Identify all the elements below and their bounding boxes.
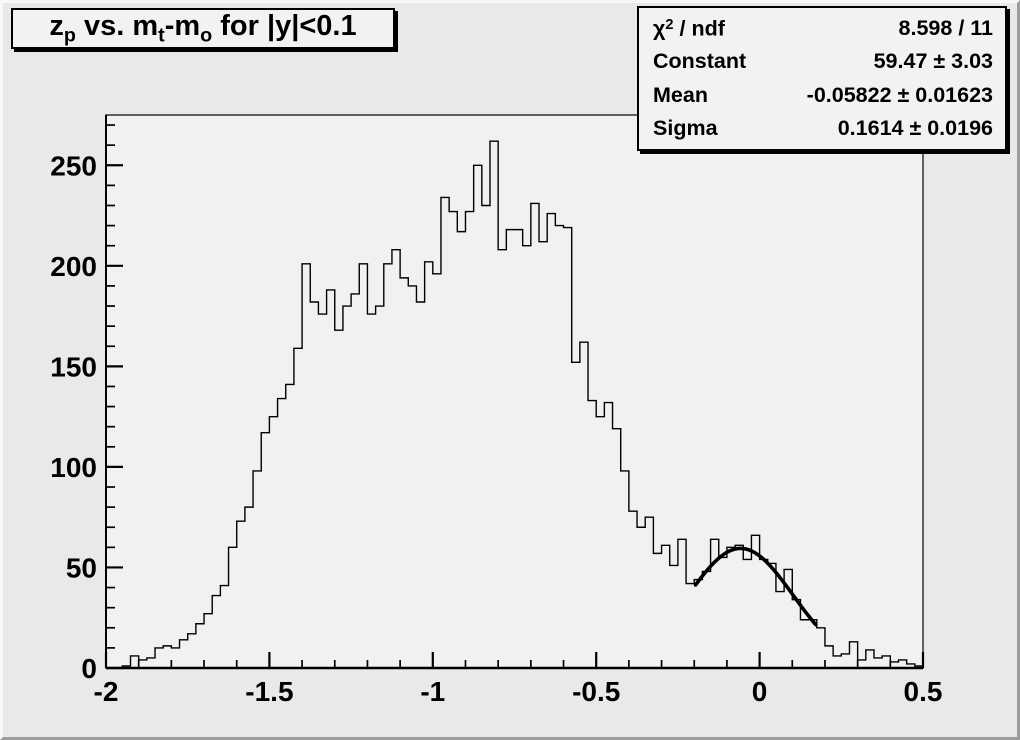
y-axis-tick-label: 150 xyxy=(50,351,97,382)
y-axis-tick-label: 250 xyxy=(50,150,97,181)
text-segment: Mean xyxy=(653,82,708,107)
y-axis-tick-label: 50 xyxy=(66,552,97,583)
text-segment: z xyxy=(49,9,64,42)
text-segment: t xyxy=(158,24,165,47)
y-axis-tick-label: 100 xyxy=(50,452,97,483)
text-segment: -m xyxy=(164,9,201,42)
plot-area: -2 -1.5 -1 -0.5 0 0.5 0 50 100 150 200 250 xyxy=(50,114,943,707)
stats-row: Sigma 0.1614 ± 0.0196 xyxy=(639,115,1005,140)
stats-value: -0.05822 ± 0.01623 xyxy=(806,82,993,107)
fit-stats-box: χ2 / ndf 8.598 / 11 Constant 59.47 ± 3.03 Me… xyxy=(637,6,1007,151)
stats-value: 8.598 / 11 xyxy=(898,16,993,41)
text-segment: p xyxy=(63,24,76,47)
x-axis-tick-label: -1 xyxy=(420,676,445,707)
stats-row: χ2 / ndf 8.598 / 11 xyxy=(639,16,1005,41)
text-segment: vs. m xyxy=(75,9,159,42)
histogram-series xyxy=(106,140,924,669)
stats-label: Sigma xyxy=(653,115,718,140)
plot-title: zp vs. mt-mo for |y|<0.1 xyxy=(49,10,356,47)
text-segment: / ndf xyxy=(673,16,725,41)
y-axis-tick-label: 0 xyxy=(81,653,97,684)
plot-frame xyxy=(105,114,924,669)
x-axis-tick-label: -2 xyxy=(94,676,119,707)
stats-label: Constant xyxy=(653,51,746,73)
y-axis-tick-label: 200 xyxy=(50,251,97,282)
x-axis-tick-label: -1.5 xyxy=(245,676,293,707)
text-segment: o xyxy=(200,24,213,47)
gaussian-fit-curve xyxy=(693,546,818,627)
text-segment: Sigma xyxy=(653,115,718,140)
x-axis-tick-label: -0.5 xyxy=(572,676,620,707)
stats-value: 59.47 ± 3.03 xyxy=(873,49,993,74)
text-segment: for |y|<0.1 xyxy=(212,9,357,42)
text-segment: χ xyxy=(653,16,666,41)
x-axis-tick-label: 0 xyxy=(752,676,768,707)
stats-value: 0.1614 ± 0.0196 xyxy=(837,115,993,140)
stats-row: Mean -0.05822 ± 0.01623 xyxy=(639,82,1005,107)
stats-label: Mean xyxy=(653,82,708,107)
text-segment: 2 xyxy=(665,16,674,33)
stats-label: χ2 / ndf xyxy=(653,16,725,41)
text-segment: Constant xyxy=(653,49,747,74)
x-axis-tick-label: 0.5 xyxy=(904,676,943,707)
title-box: zp vs. mt-mo for |y|<0.1 xyxy=(11,8,395,49)
stats-row: Constant 59.47 ± 3.03 xyxy=(639,51,1005,73)
